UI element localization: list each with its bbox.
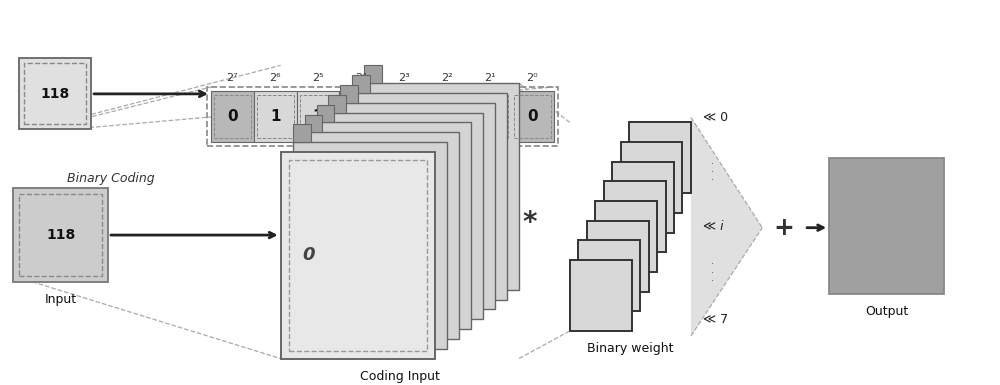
- Text: 1: 1: [356, 109, 366, 124]
- Text: 2²: 2²: [441, 73, 452, 83]
- Bar: [305, 132, 459, 339]
- Polygon shape: [691, 117, 762, 336]
- Bar: [514, 95, 551, 138]
- Bar: [352, 75, 370, 93]
- Text: Output: Output: [865, 305, 908, 318]
- Bar: [19, 59, 91, 129]
- Text: ≪ i: ≪ i: [703, 220, 724, 233]
- Bar: [385, 95, 422, 138]
- Text: Binary weight: Binary weight: [587, 342, 674, 355]
- Bar: [293, 142, 447, 349]
- Bar: [328, 112, 483, 319]
- Text: 0: 0: [527, 109, 538, 124]
- Bar: [570, 260, 632, 331]
- Bar: [317, 122, 471, 329]
- Bar: [317, 105, 334, 122]
- Bar: [428, 95, 465, 138]
- Bar: [629, 122, 691, 193]
- Text: 0: 0: [302, 246, 315, 264]
- Bar: [339, 91, 382, 142]
- Bar: [352, 93, 507, 300]
- Text: 2⁴: 2⁴: [355, 73, 367, 83]
- Bar: [468, 91, 511, 142]
- Bar: [13, 188, 108, 282]
- Bar: [281, 152, 435, 358]
- Bar: [328, 95, 346, 112]
- Text: ·
·
·: · · ·: [711, 159, 714, 186]
- Bar: [364, 65, 382, 83]
- Text: 0: 0: [227, 109, 238, 124]
- Text: 2¹: 2¹: [484, 73, 495, 83]
- Bar: [211, 91, 254, 142]
- Bar: [19, 194, 102, 276]
- Text: 2⁷: 2⁷: [226, 73, 238, 83]
- Bar: [305, 115, 322, 132]
- Bar: [364, 83, 519, 290]
- Bar: [425, 91, 468, 142]
- Text: 2⁶: 2⁶: [269, 73, 281, 83]
- Bar: [471, 95, 508, 138]
- Bar: [604, 181, 666, 252]
- Bar: [297, 91, 339, 142]
- Bar: [829, 158, 944, 294]
- Text: 1: 1: [313, 109, 323, 124]
- Text: ≪ 0: ≪ 0: [703, 111, 728, 124]
- Bar: [340, 103, 495, 310]
- Text: Binary Coding: Binary Coding: [67, 172, 155, 185]
- Bar: [207, 87, 558, 146]
- Bar: [289, 160, 427, 351]
- Text: 0: 0: [398, 109, 409, 124]
- Bar: [342, 95, 379, 138]
- Bar: [511, 91, 554, 142]
- Bar: [595, 201, 657, 272]
- Bar: [578, 241, 640, 311]
- Bar: [621, 142, 682, 213]
- Text: 2³: 2³: [398, 73, 410, 83]
- Bar: [293, 124, 311, 142]
- Bar: [612, 162, 674, 233]
- Text: ≪ 7: ≪ 7: [703, 313, 728, 326]
- Bar: [257, 95, 294, 138]
- Text: 2⁵: 2⁵: [312, 73, 324, 83]
- Text: 118: 118: [46, 228, 75, 242]
- Bar: [254, 91, 297, 142]
- Bar: [587, 221, 649, 292]
- Text: +: +: [774, 216, 795, 240]
- Bar: [382, 91, 425, 142]
- Bar: [340, 85, 358, 103]
- Text: *: *: [523, 209, 537, 237]
- Text: 1: 1: [484, 109, 495, 124]
- Text: Coding Input: Coding Input: [360, 370, 440, 383]
- Bar: [24, 64, 86, 124]
- Bar: [214, 95, 251, 138]
- Text: 1: 1: [270, 109, 280, 124]
- Text: 1: 1: [441, 109, 452, 124]
- Text: Input: Input: [45, 293, 77, 306]
- Bar: [300, 95, 336, 138]
- Text: 2⁰: 2⁰: [527, 73, 538, 83]
- Text: ·
·
·: · · ·: [711, 259, 714, 286]
- Text: 118: 118: [41, 87, 70, 101]
